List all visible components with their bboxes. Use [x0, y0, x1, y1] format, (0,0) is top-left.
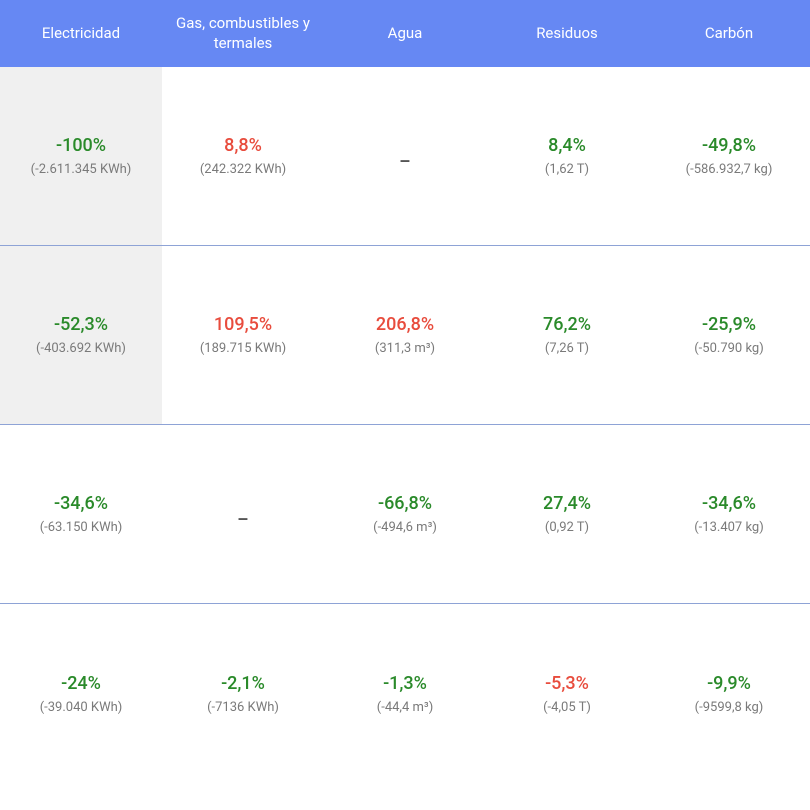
table-header-row: Electricidad Gas, combustibles y termale… — [0, 0, 810, 67]
table-row: -34,6% (-63.150 KWh) _ -66,8% (-494,6 m³) 27,… — [0, 425, 810, 604]
percent-value: -100% — [56, 135, 106, 156]
sub-value: (-494,6 m³) — [373, 520, 437, 535]
sub-value: (0,92 T) — [545, 520, 589, 535]
table-body: -100% (-2.611.345 KWh) 8,8% (242.322 KWh) _ 8… — [0, 67, 810, 783]
sub-value: (-2.611.345 KWh) — [31, 162, 132, 177]
percent-value: -34,6% — [702, 493, 756, 514]
table-cell: -52,3% (-403.692 KWh) — [0, 246, 162, 424]
percent-value: 27,4% — [543, 493, 591, 514]
percent-value: -5,3% — [545, 673, 589, 694]
table-cell: -24% (-39.040 KWh) — [0, 604, 162, 783]
sub-value: (242.322 KWh) — [200, 162, 286, 177]
percent-value: 8,4% — [548, 135, 586, 156]
col-header-residuos: Residuos — [486, 0, 648, 67]
percent-value: -66,8% — [378, 493, 432, 514]
sub-value: (-63.150 KWh) — [40, 520, 123, 535]
col-header-electricidad: Electricidad — [0, 0, 162, 67]
percent-value: _ — [401, 141, 410, 165]
sub-value: (1,62 T) — [545, 162, 589, 177]
col-header-gas: Gas, combustibles y termales — [162, 0, 324, 67]
percent-value: -24% — [61, 673, 101, 694]
table-cell: -100% (-2.611.345 KWh) — [0, 67, 162, 245]
table-cell: -9,9% (-9599,8 kg) — [648, 604, 810, 783]
percent-value: -1,3% — [383, 673, 427, 694]
sub-value: (-7136 KWh) — [207, 700, 279, 715]
table-cell: 8,8% (242.322 KWh) — [162, 67, 324, 245]
percent-value: -25,9% — [702, 314, 756, 335]
sub-value: (-13.407 kg) — [694, 520, 764, 535]
percent-value: 76,2% — [543, 314, 591, 335]
table-cell: 8,4% (1,62 T) — [486, 67, 648, 245]
percent-value: -34,6% — [54, 493, 108, 514]
table-cell: 76,2% (7,26 T) — [486, 246, 648, 424]
table-cell: 206,8% (311,3 m³) — [324, 246, 486, 424]
sub-value: (-4,05 T) — [543, 700, 591, 715]
percent-value: -2,1% — [221, 673, 265, 694]
table-cell: -34,6% (-13.407 kg) — [648, 425, 810, 603]
percent-value: 109,5% — [214, 314, 272, 335]
percent-value: _ — [239, 499, 248, 523]
percent-value: 206,8% — [376, 314, 434, 335]
sub-value: (-44,4 m³) — [377, 700, 433, 715]
col-header-carbon: Carbón — [648, 0, 810, 67]
table-cell: _ — [162, 425, 324, 603]
table-cell: -25,9% (-50.790 kg) — [648, 246, 810, 424]
table-cell: -34,6% (-63.150 KWh) — [0, 425, 162, 603]
data-table: Electricidad Gas, combustibles y termale… — [0, 0, 810, 783]
percent-value: -9,9% — [707, 673, 751, 694]
table-row: -52,3% (-403.692 KWh) 109,5% (189.715 KWh) 2… — [0, 246, 810, 425]
percent-value: -52,3% — [54, 314, 108, 335]
col-header-agua: Agua — [324, 0, 486, 67]
sub-value: (189.715 KWh) — [200, 341, 286, 356]
table-row: -24% (-39.040 KWh) -2,1% (-7136 KWh) -1,3% (-… — [0, 604, 810, 783]
table-cell: -2,1% (-7136 KWh) — [162, 604, 324, 783]
sub-value: (-403.692 KWh) — [36, 341, 126, 356]
sub-value: (311,3 m³) — [375, 341, 435, 356]
percent-value: -49,8% — [702, 135, 756, 156]
table-cell: 27,4% (0,92 T) — [486, 425, 648, 603]
percent-value: 8,8% — [224, 135, 262, 156]
table-cell: -66,8% (-494,6 m³) — [324, 425, 486, 603]
table-cell: -49,8% (-586.932,7 kg) — [648, 67, 810, 245]
sub-value: (-586.932,7 kg) — [686, 162, 773, 177]
table-cell: _ — [324, 67, 486, 245]
table-cell: -1,3% (-44,4 m³) — [324, 604, 486, 783]
table-cell: -5,3% (-4,05 T) — [486, 604, 648, 783]
table-cell: 109,5% (189.715 KWh) — [162, 246, 324, 424]
sub-value: (-9599,8 kg) — [695, 700, 764, 715]
table-row: -100% (-2.611.345 KWh) 8,8% (242.322 KWh) _ 8… — [0, 67, 810, 246]
sub-value: (7,26 T) — [545, 341, 589, 356]
sub-value: (-50.790 kg) — [694, 341, 764, 356]
sub-value: (-39.040 KWh) — [40, 700, 123, 715]
